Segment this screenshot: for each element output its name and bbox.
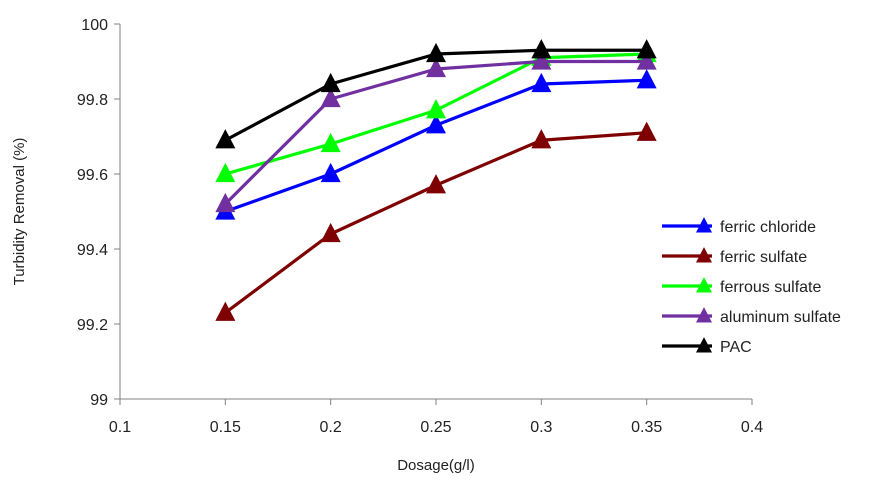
legend-marker-pac bbox=[696, 337, 712, 353]
data-point-pac bbox=[636, 39, 657, 59]
x-axis-title: Dosage(g/l) bbox=[397, 457, 475, 474]
series-line-ferric-sulfate bbox=[224, 131, 647, 315]
data-point-ferric-sulfate bbox=[531, 129, 552, 149]
data-point-pac bbox=[426, 42, 446, 63]
data-point-ferric-sulfate bbox=[320, 222, 341, 243]
x-tick-label: 0.15 bbox=[210, 419, 241, 436]
data-point-ferric-chloride bbox=[531, 72, 552, 93]
data-point-ferric-sulfate bbox=[215, 301, 236, 321]
data-point-ferrous-sulfate bbox=[215, 162, 236, 183]
legend-label-pac: PAC bbox=[720, 339, 752, 356]
data-point-ferric-chloride bbox=[426, 114, 446, 134]
y-tick-label: 100 bbox=[81, 17, 108, 34]
data-point-aluminum-sulfate bbox=[426, 57, 446, 78]
data-point-pac bbox=[215, 129, 236, 149]
y-tick-label: 99 bbox=[90, 392, 108, 409]
legend-item-pac: PAC bbox=[662, 337, 752, 356]
x-tick-label: 0.4 bbox=[741, 419, 763, 436]
series-ferric-sulfate bbox=[215, 121, 657, 321]
legend-marker-aluminum-sulfate bbox=[696, 307, 712, 323]
y-tick-label: 99.2 bbox=[77, 317, 108, 334]
legend-label-aluminum-sulfate: aluminum sulfate bbox=[720, 309, 841, 326]
legend-item-aluminum-sulfate: aluminum sulfate bbox=[662, 307, 841, 326]
x-tick-label: 0.2 bbox=[320, 419, 342, 436]
y-tick-label: 99.6 bbox=[77, 167, 108, 184]
data-point-aluminum-sulfate bbox=[636, 50, 657, 70]
data-point-aluminum-sulfate bbox=[320, 87, 341, 108]
y-axis-title: Turbidity Removal (%) bbox=[11, 138, 28, 286]
legend-item-ferric-sulfate: ferric sulfate bbox=[662, 247, 807, 266]
series-layer bbox=[215, 39, 657, 321]
data-point-ferrous-sulfate bbox=[426, 99, 446, 119]
x-tick-label: 0.25 bbox=[420, 419, 451, 436]
data-point-ferrous-sulfate bbox=[320, 132, 341, 153]
legend: ferric chloride ferric sulfate ferrous sul… bbox=[662, 217, 841, 356]
series-pac bbox=[215, 39, 657, 149]
data-point-pac bbox=[320, 72, 341, 93]
data-point-ferric-sulfate bbox=[636, 121, 657, 141]
data-point-ferric-chloride bbox=[636, 69, 657, 89]
legend-item-ferric-chloride: ferric chloride bbox=[662, 217, 816, 236]
y-tick-label: 99.4 bbox=[77, 242, 108, 259]
legend-marker-ferric-chloride bbox=[696, 217, 712, 233]
data-point-ferric-sulfate bbox=[426, 174, 446, 194]
legend-label-ferrous-sulfate: ferrous sulfate bbox=[720, 279, 821, 296]
series-ferric-chloride bbox=[215, 69, 657, 220]
y-tick-label: 99.8 bbox=[77, 92, 108, 109]
x-tick-label: 0.35 bbox=[631, 419, 662, 436]
data-point-aluminum-sulfate bbox=[215, 192, 236, 213]
legend-label-ferric-chloride: ferric chloride bbox=[720, 219, 816, 236]
data-point-ferric-chloride bbox=[320, 162, 341, 183]
legend-item-ferrous-sulfate: ferrous sulfate bbox=[662, 277, 821, 296]
data-point-pac bbox=[531, 39, 552, 59]
x-tick-label: 0.1 bbox=[109, 419, 131, 436]
legend-marker-ferrous-sulfate bbox=[696, 277, 712, 293]
series-aluminum-sulfate bbox=[215, 50, 657, 213]
legend-label-ferric-sulfate: ferric sulfate bbox=[720, 249, 807, 266]
data-point-aluminum-sulfate bbox=[531, 50, 552, 70]
legend-marker-ferric-sulfate bbox=[696, 247, 712, 263]
axes: 99 99.2 99.4 99.6 99.8 100 0.1 0.15 0.2 0.25 0.3 0.… bbox=[77, 17, 763, 436]
x-tick-label: 0.3 bbox=[530, 419, 552, 436]
